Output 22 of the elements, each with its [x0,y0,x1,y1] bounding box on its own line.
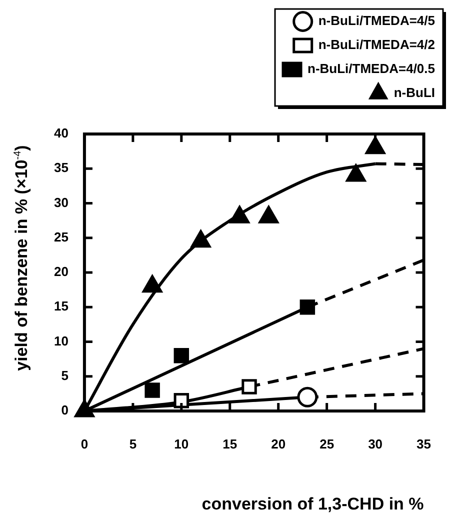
y-tick-label: 40 [54,126,68,141]
legend-label: n-BuLi/TMEDA=4/0.5 [308,61,436,76]
y-tick-label: 10 [54,333,68,348]
x-tick-label: 5 [129,436,137,452]
y-tick-label: 15 [54,298,68,314]
x-tick-label: 0 [80,436,88,452]
x-tick-label: 30 [368,436,383,452]
y-tick-label: 20 [54,264,68,280]
legend-label: n-BuLi/TMEDA=4/5 [318,13,436,28]
y-tick-label: 0 [61,402,68,418]
y-tick-label: 35 [54,160,68,176]
legend-label: n-BuLI [394,85,436,100]
y-tick-label: 30 [54,194,68,210]
x-tick-label: 20 [271,436,286,452]
x-tick-label: 25 [320,436,334,452]
x-tick-label: 10 [174,436,189,452]
x-tick-label: 15 [222,436,238,452]
x-tick-label: 35 [416,436,432,452]
legend-label: n-BuLi/TMEDA=4/2 [318,37,436,52]
y-tick-label: 5 [61,368,68,383]
y-tick-label: 25 [54,229,68,244]
x-axis-title: conversion of 1,3-CHD in % [202,494,424,514]
